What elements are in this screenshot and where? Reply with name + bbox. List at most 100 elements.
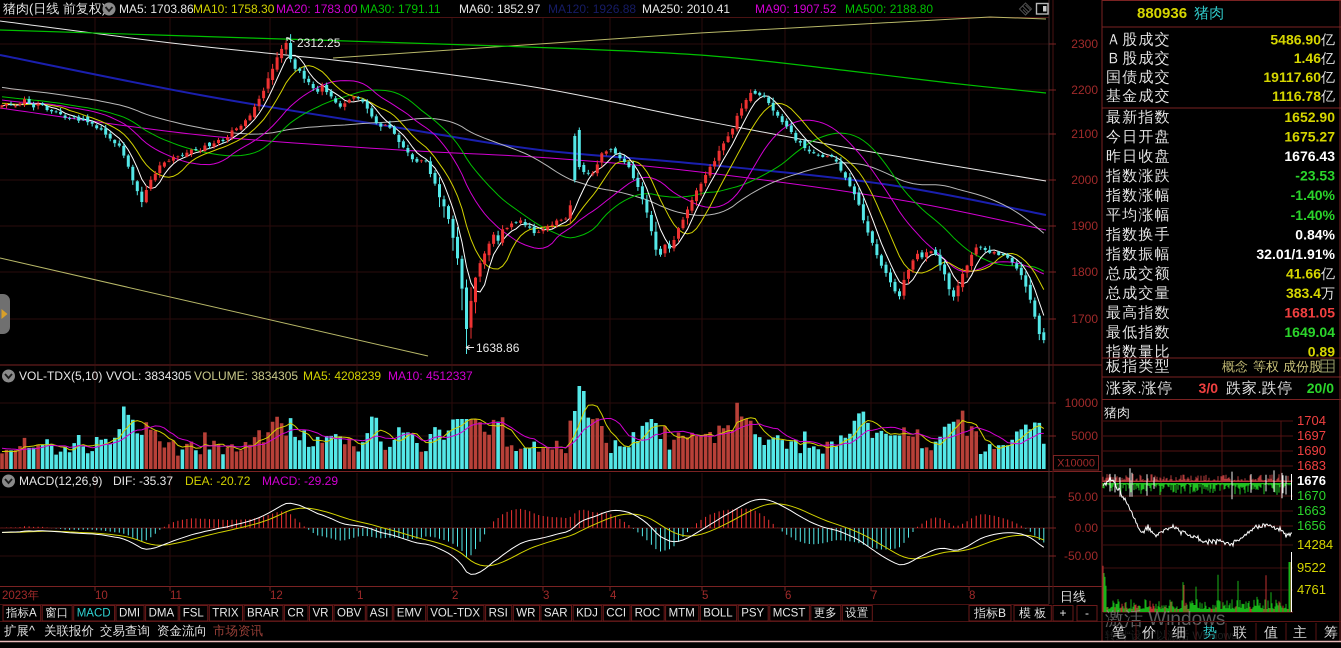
svg-text:MACD: -29.29: MACD: -29.29	[262, 474, 338, 488]
svg-text:Windows: Windows	[1189, 630, 1237, 642]
svg-text:2: 2	[452, 590, 458, 602]
svg-text:1656: 1656	[1297, 518, 1326, 533]
svg-text:MA120: 1926.88: MA120: 1926.88	[548, 2, 636, 16]
svg-text:383.4: 383.4	[1286, 285, 1321, 301]
svg-text:”: ”	[1153, 630, 1157, 642]
svg-text:B: B	[998, 606, 1006, 620]
svg-text:1663: 1663	[1297, 503, 1326, 518]
svg-text:0.84%: 0.84%	[1295, 226, 1335, 242]
svg-text:1638.86: 1638.86	[476, 341, 520, 355]
svg-text:MACD(12,26,9): MACD(12,26,9)	[19, 474, 102, 488]
svg-text:MA90: 1907.52: MA90: 1907.52	[755, 2, 837, 16]
svg-text:MA5: 1703.86: MA5: 1703.86	[119, 2, 194, 16]
svg-text:1683: 1683	[1297, 458, 1326, 473]
svg-text:MCST: MCST	[773, 608, 806, 620]
svg-text:5000: 5000	[1071, 429, 1098, 443]
svg-text:MA500: 2188.80: MA500: 2188.80	[845, 2, 933, 16]
svg-text:12: 12	[270, 590, 283, 602]
svg-text:WR: WR	[516, 608, 535, 620]
svg-text:50.00: 50.00	[1068, 490, 1098, 504]
svg-text:880936: 880936	[1137, 5, 1187, 22]
svg-text:MA10: 1758.30: MA10: 1758.30	[193, 2, 275, 16]
svg-text:ASI: ASI	[370, 608, 389, 620]
svg-text:3: 3	[543, 590, 549, 602]
svg-text:.: .	[1138, 380, 1142, 396]
svg-text:MA30: 1791.11: MA30: 1791.11	[360, 2, 441, 16]
svg-text:0.00: 0.00	[1075, 521, 1099, 535]
svg-text:1649.04: 1649.04	[1284, 324, 1335, 340]
svg-text:6: 6	[785, 590, 791, 602]
svg-text:1652.90: 1652.90	[1284, 109, 1335, 125]
svg-text:1116.78: 1116.78	[1272, 88, 1321, 104]
svg-text:+: +	[1059, 606, 1066, 620]
svg-text:-1.40%: -1.40%	[1291, 207, 1336, 223]
svg-text:KDJ: KDJ	[576, 608, 598, 620]
svg-text:ROC: ROC	[635, 608, 661, 620]
svg-text:EMV: EMV	[397, 608, 422, 620]
svg-text:7: 7	[871, 590, 877, 602]
svg-text:BRAR: BRAR	[247, 608, 279, 620]
svg-text:9522: 9522	[1297, 560, 1326, 575]
svg-text:TRIX: TRIX	[212, 608, 239, 620]
svg-text:VOL-TDX: VOL-TDX	[430, 608, 480, 620]
svg-text:32.01/1.91%: 32.01/1.91%	[1256, 246, 1335, 262]
svg-text:OBV: OBV	[337, 608, 362, 620]
svg-text:-50.00: -50.00	[1064, 549, 1098, 563]
svg-text:Windows: Windows	[1143, 609, 1225, 630]
svg-text:1704: 1704	[1297, 413, 1326, 428]
svg-text:-: -	[1085, 606, 1089, 620]
svg-text:10: 10	[95, 590, 108, 602]
svg-text:VVOL: 3834305: VVOL: 3834305	[106, 369, 192, 383]
svg-text:(: (	[29, 1, 34, 16]
svg-text:BOLL: BOLL	[703, 608, 733, 620]
svg-text:SAR: SAR	[544, 608, 568, 620]
svg-text:5: 5	[702, 590, 708, 602]
svg-text:-23.53: -23.53	[1295, 168, 1335, 184]
svg-text:1675.27: 1675.27	[1284, 129, 1335, 145]
svg-text:MTM: MTM	[669, 608, 695, 620]
svg-text:2000: 2000	[1071, 173, 1098, 187]
svg-text:MA10: 4512337: MA10: 4512337	[388, 369, 473, 383]
svg-text:RSI: RSI	[489, 608, 508, 620]
svg-text:20/0: 20/0	[1307, 380, 1334, 396]
svg-text:1681.05: 1681.05	[1284, 305, 1335, 321]
svg-text:MA250: 2010.41: MA250: 2010.41	[642, 2, 730, 16]
svg-text:2023: 2023	[2, 590, 28, 602]
svg-text:1690: 1690	[1297, 443, 1326, 458]
svg-text:2312.25: 2312.25	[297, 36, 341, 50]
svg-text:MA60: 1852.97: MA60: 1852.97	[459, 2, 541, 16]
svg-text:DEA: -20.72: DEA: -20.72	[185, 474, 251, 488]
svg-text:1676.43: 1676.43	[1284, 148, 1335, 164]
svg-text:1.46: 1.46	[1294, 50, 1321, 66]
svg-text:2100: 2100	[1071, 127, 1098, 141]
svg-text:CCI: CCI	[606, 608, 626, 620]
svg-text:“: “	[1127, 630, 1131, 642]
svg-text:2200: 2200	[1071, 83, 1098, 97]
svg-text:-1.40%: -1.40%	[1291, 187, 1336, 203]
svg-text:1676: 1676	[1297, 473, 1326, 488]
svg-text:DMA: DMA	[149, 608, 175, 620]
svg-text:8: 8	[969, 590, 975, 602]
svg-text:1800: 1800	[1071, 265, 1098, 279]
svg-text:1670: 1670	[1297, 488, 1326, 503]
svg-text:0.89: 0.89	[1308, 344, 1335, 360]
svg-text:X10000: X10000	[1057, 458, 1095, 470]
svg-text:4: 4	[610, 590, 617, 602]
svg-text:DIF: -35.37: DIF: -35.37	[113, 474, 173, 488]
svg-text:19117.60: 19117.60	[1263, 69, 1321, 85]
svg-text:MA5: 4208239: MA5: 4208239	[303, 369, 381, 383]
svg-text:14284: 14284	[1297, 537, 1333, 552]
svg-text:1697: 1697	[1297, 428, 1326, 443]
svg-text:FSL: FSL	[183, 608, 205, 620]
svg-text:3/0: 3/0	[1199, 380, 1219, 396]
svg-text:11: 11	[170, 590, 182, 602]
svg-text:4761: 4761	[1297, 582, 1326, 597]
svg-text:VOL-TDX(5,10): VOL-TDX(5,10)	[19, 369, 102, 383]
svg-text:DMI: DMI	[119, 608, 140, 620]
svg-text:^: ^	[29, 624, 35, 638]
svg-text:1700: 1700	[1071, 312, 1098, 326]
svg-text:5486.90: 5486.90	[1270, 31, 1321, 47]
svg-text:PSY: PSY	[741, 608, 764, 620]
svg-text:1: 1	[357, 590, 363, 602]
svg-text:VOLUME: 3834305: VOLUME: 3834305	[194, 369, 298, 383]
